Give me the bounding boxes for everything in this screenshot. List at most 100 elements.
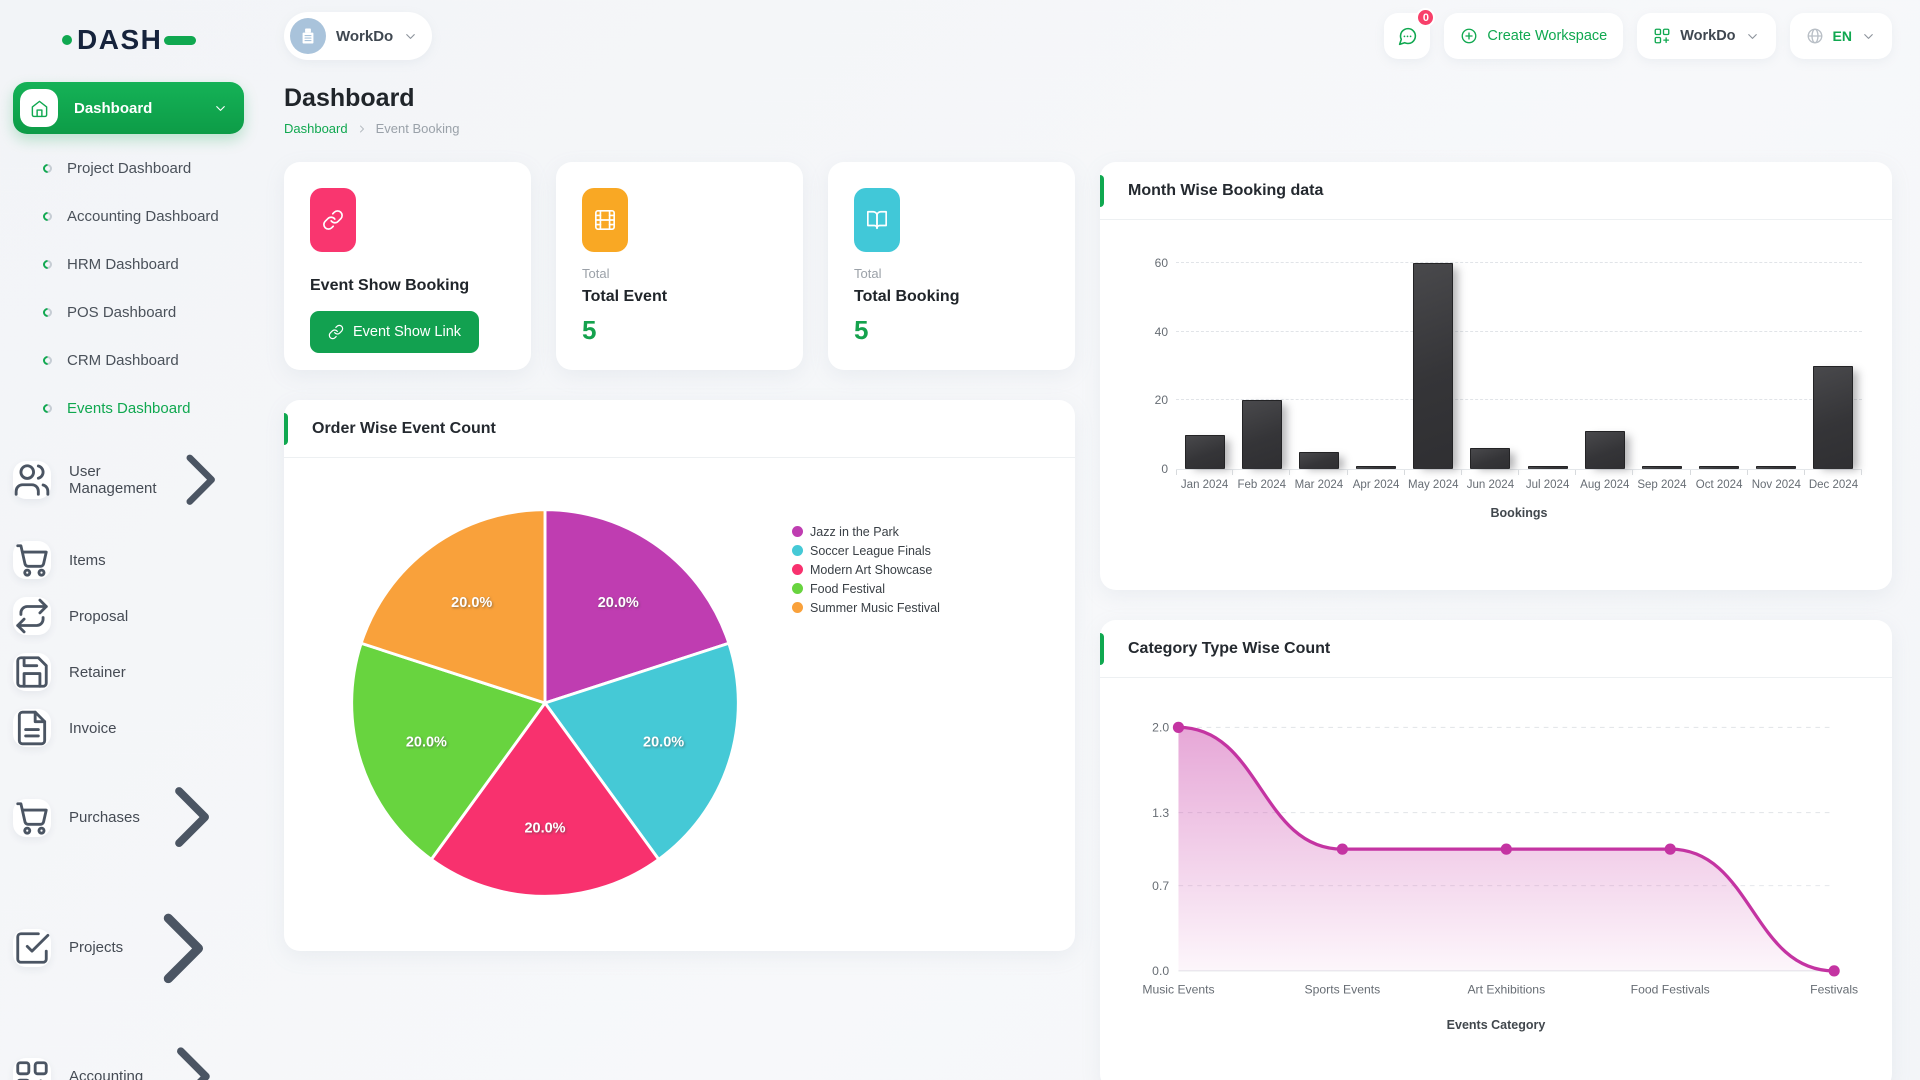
sidebar-menu: Dashboard Project Dashboard Accounting Da… xyxy=(0,82,260,1080)
sidebar-item-label: Purchases xyxy=(69,809,140,826)
bar-jun-2024[interactable] xyxy=(1470,448,1511,469)
pie-slice-jazz-in-the-park[interactable] xyxy=(543,508,731,705)
bar-mar-2024[interactable] xyxy=(1298,451,1339,469)
file-icon xyxy=(13,709,51,748)
sidebar-item-label: Items xyxy=(69,551,106,569)
brand-logo[interactable]: DASH xyxy=(0,14,260,82)
bar-x-tick: Jan 2024 xyxy=(1180,479,1229,491)
order-wise-event-count-card: Order Wise Event Count 20.0% 20.0% 20.0% 20… xyxy=(284,400,1075,951)
link-icon xyxy=(310,188,356,252)
area-chart-svg[interactable]: 0.0 0.7 1.3 2.0 Music Events Sports Events Art… xyxy=(1126,718,1866,1003)
legend-item-jazz-in-the-park[interactable]: Jazz in the Park xyxy=(792,522,940,541)
pie-slice-label: 20.0% xyxy=(524,821,565,837)
bar-oct-2024[interactable] xyxy=(1699,466,1740,469)
area-y-tick: 0.0 xyxy=(1152,964,1169,978)
pie-slice-soccer-league-finals[interactable] xyxy=(543,641,740,861)
stat-value: 5 xyxy=(582,315,597,345)
sidebar-item-proposal[interactable]: Proposal xyxy=(13,597,244,636)
legend-item-modern-art-showcase[interactable]: Modern Art Showcase xyxy=(792,560,940,579)
grid-plus-icon xyxy=(13,1057,51,1080)
create-workspace-label: Create Workspace xyxy=(1487,28,1608,44)
legend-label: Modern Art Showcase xyxy=(810,562,933,577)
bar-feb-2024[interactable] xyxy=(1241,400,1282,469)
chevron-right-icon xyxy=(356,123,368,135)
sidebar-item-dashboard[interactable]: Dashboard xyxy=(13,82,244,134)
check-square-icon xyxy=(13,928,51,967)
area-point-food-festivals[interactable] xyxy=(1664,843,1676,855)
event-show-booking-card: Event Show Booking Event Show Link xyxy=(284,162,531,370)
sidebar-subitem-hrm-dashboard[interactable]: HRM Dashboard xyxy=(13,240,244,288)
breadcrumb-dashboard-link[interactable]: Dashboard xyxy=(284,121,348,136)
pie-slice-modern-art-showcase[interactable] xyxy=(429,701,661,898)
bar-aug-2024[interactable] xyxy=(1584,431,1625,469)
save-icon xyxy=(13,653,51,692)
sidebar-subitem-label: HRM Dashboard xyxy=(67,255,179,273)
language-button[interactable]: EN xyxy=(1789,13,1892,59)
workspace-select[interactable]: WorkDo xyxy=(284,12,433,60)
sidebar-item-retainer[interactable]: Retainer xyxy=(13,653,244,692)
legend-label: Food Festival xyxy=(810,581,886,596)
sidebar-item-accounting[interactable]: Accounting xyxy=(13,1026,244,1080)
area-fill xyxy=(1178,727,1835,971)
chevron-right-icon xyxy=(143,1026,244,1080)
chat-icon xyxy=(1397,26,1418,47)
create-workspace-button[interactable]: Create Workspace xyxy=(1444,13,1624,59)
sidebar-item-label: Accounting xyxy=(69,1068,144,1080)
bar-chart[interactable]: 0 20 40 60 xyxy=(1155,256,1863,476)
area-point-art-exhibitions[interactable] xyxy=(1500,843,1512,855)
messages-button[interactable]: 0 xyxy=(1384,8,1436,59)
sidebar-subitem-project-dashboard[interactable]: Project Dashboard xyxy=(13,144,244,192)
bar-slot xyxy=(1348,264,1405,475)
page-title: Dashboard xyxy=(284,84,415,112)
sidebar-item-purchases[interactable]: Purchases xyxy=(13,765,244,869)
bar-dec-2024[interactable] xyxy=(1813,366,1854,469)
pie-slice-summer-music-festival[interactable] xyxy=(359,508,547,705)
bullet-icon xyxy=(41,305,54,319)
area-point-sports-events[interactable] xyxy=(1336,843,1349,855)
area-point-music-events[interactable] xyxy=(1172,721,1185,733)
logo-text: DASH xyxy=(77,24,163,55)
stat-eyebrow: Total xyxy=(854,266,882,281)
sidebar-item-user-management[interactable]: User Management xyxy=(13,436,244,523)
area-chart[interactable]: 0.0 0.7 1.3 2.0 Music Events Sports Events Art… xyxy=(1126,718,1866,1003)
card-title: Month Wise Booking data xyxy=(1128,181,1324,199)
bar-apr-2024[interactable] xyxy=(1356,466,1397,469)
sidebar-subitem-events-dashboard[interactable]: Events Dashboard xyxy=(13,384,244,432)
legend-item-soccer-league-finals[interactable]: Soccer League Finals xyxy=(792,541,940,560)
legend-dot-icon xyxy=(792,602,803,613)
bar-jul-2024[interactable] xyxy=(1527,466,1568,469)
sidebar-item-items[interactable]: Items xyxy=(13,541,244,580)
bar-sep-2024[interactable] xyxy=(1641,465,1682,469)
month-wise-booking-card: Month Wise Booking data 0 20 40 60 Jan 2024… xyxy=(1100,162,1892,590)
bar-may-2024[interactable] xyxy=(1413,263,1454,469)
bullet-icon xyxy=(41,353,54,367)
sidebar-items: User Management Items Proposal Retainer Invo… xyxy=(13,436,244,1080)
legend-item-summer-music-festival[interactable]: Summer Music Festival xyxy=(792,598,940,617)
sidebar-item-label: Retainer xyxy=(69,663,126,681)
app-menu-button[interactable]: WorkDo xyxy=(1637,13,1776,59)
legend-label: Soccer League Finals xyxy=(810,543,931,558)
sidebar-subitem-accounting-dashboard[interactable]: Accounting Dashboard xyxy=(13,192,244,240)
legend-item-food-festival[interactable]: Food Festival xyxy=(792,579,940,598)
bar-slot xyxy=(1519,264,1577,475)
bullet-icon xyxy=(41,209,54,223)
sidebar-subitem-crm-dashboard[interactable]: CRM Dashboard xyxy=(13,336,244,384)
sidebar: DASH Dashboard Project Dashboard Accounti… xyxy=(0,0,260,1080)
sidebar-subitem-pos-dashboard[interactable]: POS Dashboard xyxy=(13,288,244,336)
bar-jan-2024[interactable] xyxy=(1184,434,1225,469)
pie-chart[interactable]: 20.0% 20.0% 20.0% 20.0% 20.0% xyxy=(342,500,748,906)
bar-x-tick: Dec 2024 xyxy=(1808,479,1859,491)
pie-chart-body: 20.0% 20.0% 20.0% 20.0% 20.0% Jazz in the Pa… xyxy=(284,458,1075,906)
bar-nov-2024[interactable] xyxy=(1756,466,1797,469)
legend-dot-icon xyxy=(792,564,803,575)
pie-slice-food-festival[interactable] xyxy=(350,641,547,861)
event-show-link-button[interactable]: Event Show Link xyxy=(310,311,480,353)
chevron-down-icon xyxy=(1745,29,1760,44)
area-point-festivals[interactable] xyxy=(1828,965,1840,977)
sidebar-item-invoice[interactable]: Invoice xyxy=(13,709,244,748)
sidebar-item-label: Dashboard xyxy=(74,99,153,117)
bar-slot xyxy=(1290,264,1348,475)
sidebar-item-projects[interactable]: Projects xyxy=(13,888,244,1009)
bar-y-tick: 60 xyxy=(1154,256,1168,270)
